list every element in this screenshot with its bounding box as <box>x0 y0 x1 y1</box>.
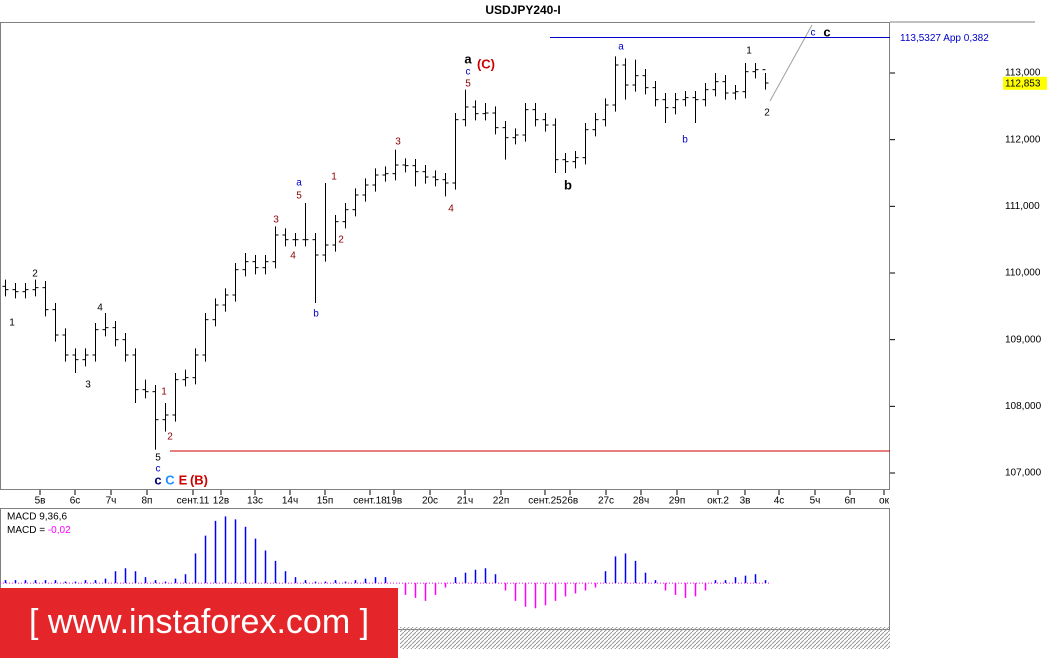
wave-label: (B) <box>190 472 208 487</box>
wave-label: 5 <box>155 453 161 464</box>
level-label: 113,5327 App 0,382 <box>900 33 989 44</box>
wave-label: b <box>682 135 688 146</box>
wave-label: E <box>179 472 188 487</box>
x-tick-label: 7ч <box>106 496 117 507</box>
wave-label: 3 <box>85 380 91 391</box>
wave-label: (C) <box>477 56 495 71</box>
x-tick-label: 5в <box>35 496 46 507</box>
x-tick-label: 19в <box>386 496 402 507</box>
wave-label: c <box>154 472 161 487</box>
wave-label: 5 <box>296 191 302 202</box>
wave-label: 3 <box>395 137 401 148</box>
x-tick-label: ок <box>879 496 890 507</box>
wave-label: b <box>313 309 319 320</box>
y-tick-label: 109,000 <box>1005 334 1042 345</box>
y-tick-label: 113,000 <box>1005 68 1041 79</box>
wave-label: c <box>466 67 471 78</box>
wave-label: a <box>618 42 624 53</box>
wave-label: 4 <box>448 204 454 215</box>
indicator-value-title: MACD = <box>7 525 45 536</box>
wave-label: 4 <box>97 303 103 314</box>
x-tick-label: 21ч <box>457 496 473 507</box>
y-tick-label: 112,000 <box>1005 134 1041 145</box>
x-tick-label: 15п <box>317 496 334 507</box>
x-tick-label: 28ч <box>633 496 649 507</box>
wave-label: 1 <box>746 46 752 57</box>
last-price-box <box>1003 76 1047 90</box>
x-tick-label: 14ч <box>282 496 298 507</box>
x-tick-label: 8п <box>142 496 153 507</box>
hatch-area <box>400 627 890 649</box>
indicator-value-label: -0,02 <box>48 525 71 536</box>
x-tick-label: 6с <box>70 496 81 507</box>
wave-label: c <box>823 24 830 39</box>
y-tick-label: 110,000 <box>1005 268 1041 279</box>
x-tick-label: 26в <box>562 496 578 507</box>
wave-label: 4 <box>290 251 296 262</box>
x-tick-label: 3в <box>740 496 751 507</box>
x-tick-label: сент.25 <box>528 496 562 507</box>
watermark-box <box>0 588 398 658</box>
y-tick-label: 108,000 <box>1005 401 1042 412</box>
wave-label: 1 <box>9 318 15 329</box>
y-tick-label: 107,000 <box>1005 468 1042 479</box>
indicator-value: MACD = -0,02 <box>7 525 71 536</box>
x-tick-label: 4с <box>774 496 785 507</box>
wave-label: 1 <box>161 387 167 398</box>
x-tick-label: 22п <box>493 496 510 507</box>
x-tick-label: 20с <box>422 496 438 507</box>
x-tick-label: окт.2 <box>707 496 729 507</box>
wave-label: 2 <box>32 269 38 280</box>
x-tick-label: 12в <box>213 496 229 507</box>
x-tick-label: сент.18 <box>353 496 387 507</box>
wave-label: b <box>564 177 572 192</box>
x-tick-label: 13с <box>247 496 263 507</box>
wave-label: 5 <box>465 79 471 90</box>
indicator-title: MACD 9,36,6 <box>7 512 67 523</box>
wave-label: 2 <box>167 432 173 443</box>
wave-label: c <box>811 28 816 39</box>
y-tick-label: 111,000 <box>1005 201 1040 212</box>
wave-label: 2 <box>764 108 770 119</box>
chart-title: USDJPY240-I <box>485 3 560 17</box>
wave-label: 1 <box>331 172 337 183</box>
wave-label: 3 <box>273 215 279 226</box>
x-tick-label: сент.11 <box>177 496 210 507</box>
wave-label: 2 <box>338 235 344 246</box>
wave-label: a <box>464 51 472 66</box>
x-tick-label: 6п <box>845 496 856 507</box>
watermark[interactable]: [ www.instaforex.com ] <box>29 603 369 641</box>
trend-line <box>769 24 813 102</box>
x-tick-label: 5ч <box>810 496 821 507</box>
x-tick-label: 27с <box>598 496 614 507</box>
wave-label: c <box>156 464 161 475</box>
x-tick-label: 29п <box>669 496 686 507</box>
price-panel <box>0 22 890 490</box>
last-price-label: 112,853 <box>1005 78 1041 89</box>
wave-label: a <box>296 178 302 189</box>
wave-label: C <box>165 472 175 487</box>
